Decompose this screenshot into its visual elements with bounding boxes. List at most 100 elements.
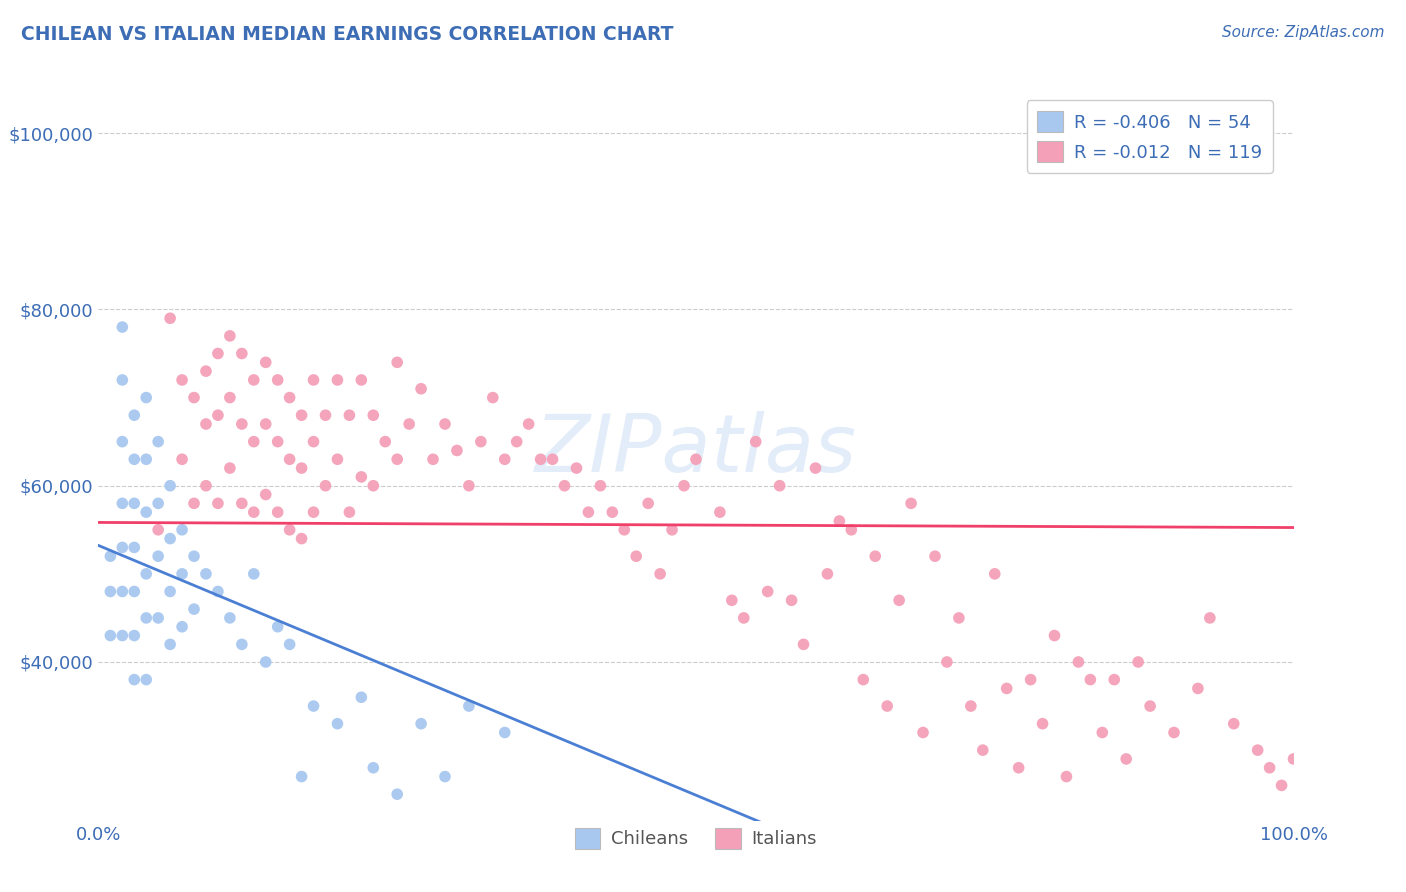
Point — [183, 602, 205, 616]
Point — [111, 584, 134, 599]
Point — [278, 452, 301, 467]
Point — [195, 364, 218, 378]
Point — [148, 496, 170, 510]
Point — [135, 452, 157, 467]
Point — [494, 725, 516, 739]
Point — [350, 470, 373, 484]
Point — [124, 452, 146, 467]
Point — [1067, 655, 1090, 669]
Point — [411, 716, 433, 731]
Point — [243, 566, 266, 581]
Point — [148, 523, 170, 537]
Point — [936, 655, 959, 669]
Point — [267, 434, 290, 449]
Point — [291, 461, 314, 475]
Point — [254, 355, 277, 369]
Point — [768, 479, 790, 493]
Point — [1258, 761, 1281, 775]
Point — [626, 549, 648, 564]
Point — [254, 655, 277, 669]
Point — [733, 611, 755, 625]
Point — [326, 452, 349, 467]
Text: Source: ZipAtlas.com: Source: ZipAtlas.com — [1222, 25, 1385, 40]
Point — [339, 408, 361, 422]
Point — [302, 373, 325, 387]
Point — [350, 690, 373, 705]
Point — [124, 584, 146, 599]
Point — [1056, 770, 1078, 784]
Point — [900, 496, 922, 510]
Point — [494, 452, 516, 467]
Point — [1163, 725, 1185, 739]
Point — [828, 514, 851, 528]
Point — [183, 549, 205, 564]
Point — [434, 770, 457, 784]
Point — [231, 346, 253, 360]
Point — [984, 566, 1007, 581]
Point — [111, 628, 134, 642]
Point — [554, 479, 576, 493]
Point — [124, 673, 146, 687]
Point — [195, 479, 218, 493]
Point — [1199, 611, 1222, 625]
Point — [1271, 778, 1294, 792]
Point — [148, 611, 170, 625]
Point — [315, 479, 337, 493]
Point — [98, 628, 122, 642]
Point — [948, 611, 970, 625]
Point — [159, 532, 181, 546]
Point — [411, 382, 433, 396]
Point — [231, 637, 253, 651]
Point — [339, 505, 361, 519]
Point — [458, 479, 481, 493]
Point — [135, 566, 157, 581]
Point — [254, 417, 277, 431]
Point — [637, 496, 659, 510]
Point — [172, 452, 194, 467]
Point — [506, 434, 529, 449]
Point — [578, 505, 600, 519]
Point — [267, 620, 290, 634]
Point — [267, 373, 290, 387]
Point — [673, 479, 696, 493]
Point — [98, 584, 122, 599]
Point — [363, 761, 385, 775]
Point — [350, 373, 373, 387]
Point — [363, 479, 385, 493]
Point — [172, 523, 194, 537]
Point — [1080, 673, 1102, 687]
Point — [793, 637, 815, 651]
Point — [195, 417, 218, 431]
Point — [207, 346, 229, 360]
Point — [267, 505, 290, 519]
Point — [1091, 725, 1114, 739]
Point — [159, 311, 181, 326]
Point — [195, 566, 218, 581]
Point — [278, 391, 301, 405]
Point — [135, 391, 157, 405]
Point — [135, 505, 157, 519]
Point — [278, 523, 301, 537]
Point — [374, 434, 396, 449]
Point — [422, 452, 444, 467]
Point — [541, 452, 564, 467]
Legend: Chileans, Italians: Chileans, Italians — [568, 821, 824, 856]
Point — [1282, 752, 1305, 766]
Point — [124, 408, 146, 422]
Point — [219, 391, 242, 405]
Point — [865, 549, 887, 564]
Point — [385, 355, 409, 369]
Point — [517, 417, 540, 431]
Point — [565, 461, 588, 475]
Point — [243, 505, 266, 519]
Point — [960, 699, 983, 714]
Point — [172, 620, 194, 634]
Point — [1008, 761, 1031, 775]
Point — [315, 408, 337, 422]
Point — [709, 505, 731, 519]
Point — [589, 479, 612, 493]
Text: ZIPatlas: ZIPatlas — [534, 411, 858, 490]
Point — [148, 434, 170, 449]
Point — [231, 417, 253, 431]
Point — [98, 549, 122, 564]
